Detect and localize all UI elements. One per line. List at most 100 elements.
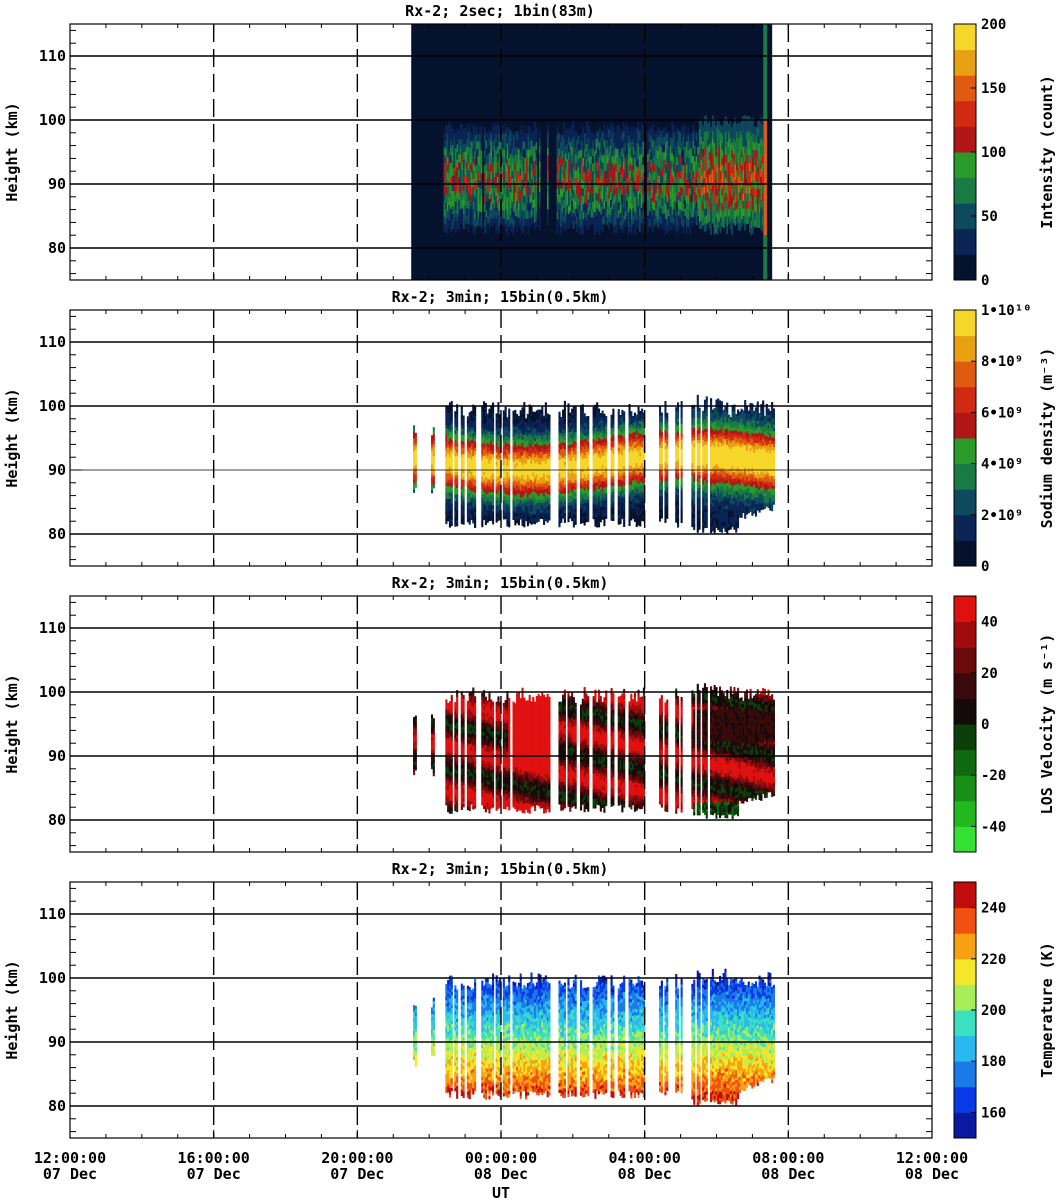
data-cell [584, 464, 586, 468]
data-cell [562, 506, 564, 510]
intensity-cell [754, 211, 756, 219]
intensity-cell [620, 159, 622, 167]
intensity-cell [655, 139, 657, 147]
intensity-cell [709, 213, 711, 221]
intensity-cell [513, 196, 515, 204]
data-cell [558, 453, 560, 457]
intensity-cell [607, 186, 609, 194]
intensity-cell [696, 179, 698, 187]
data-cell [518, 506, 520, 510]
intensity-cell [608, 145, 610, 153]
data-cell [487, 417, 489, 421]
data-cell [584, 426, 586, 430]
intensity-cell [710, 212, 712, 220]
intensity-cell [718, 129, 720, 137]
data-cell [523, 434, 525, 438]
intensity-cell [618, 202, 620, 210]
intensity-cell [673, 179, 675, 187]
data-cell [587, 451, 589, 455]
intensity-cell [649, 149, 651, 157]
data-cell [532, 460, 534, 464]
intensity-cell [521, 125, 523, 133]
data-cell [567, 423, 569, 427]
intensity-cell [578, 220, 580, 228]
data-cell [594, 482, 596, 486]
data-cell [521, 433, 523, 437]
intensity-cell [671, 122, 673, 130]
intensity-cell [612, 163, 614, 171]
intensity-cell [604, 124, 606, 132]
intensity-cell [715, 164, 717, 172]
intensity-cell [707, 162, 709, 170]
intensity-cell [447, 225, 449, 233]
data-cell [488, 447, 490, 451]
intensity-cell [563, 207, 565, 215]
data-cell [505, 516, 507, 520]
intensity-cell [612, 216, 614, 224]
data-cell [587, 461, 589, 465]
intensity-cell [704, 132, 706, 140]
data-cell [530, 489, 532, 493]
intensity-cell [670, 176, 672, 184]
data-cell [496, 423, 498, 427]
intensity-cell [726, 195, 728, 203]
data-cell [496, 436, 498, 440]
intensity-cell [516, 224, 518, 232]
data-cell [514, 490, 516, 494]
intensity-cell [683, 157, 685, 165]
data-cell [596, 505, 598, 509]
data-cell [575, 486, 577, 490]
intensity-cell [511, 163, 513, 171]
data-cell [521, 513, 523, 517]
data-cell [506, 491, 508, 495]
intensity-cell [591, 178, 593, 186]
intensity-cell [747, 170, 749, 178]
data-cell [485, 489, 487, 493]
intensity-cell [571, 216, 573, 224]
intensity-cell [562, 181, 564, 189]
data-cell [496, 500, 498, 504]
data-cell [523, 457, 525, 461]
data-cell [472, 510, 474, 514]
intensity-cell [477, 148, 479, 156]
intensity-cell [759, 135, 761, 143]
data-cell [527, 459, 529, 463]
intensity-cell [749, 201, 751, 209]
intensity-cell [734, 133, 736, 141]
data-cell [539, 451, 541, 455]
intensity-cell [642, 187, 644, 195]
data-cell [516, 520, 518, 524]
intensity-cell [757, 143, 759, 151]
data-cell [587, 419, 589, 423]
data-cell [594, 472, 596, 476]
data-cell [569, 486, 571, 490]
data-cell [470, 481, 472, 485]
intensity-cell [477, 171, 479, 179]
data-cell [558, 450, 560, 454]
data-cell [571, 441, 573, 445]
intensity-cell [521, 202, 523, 210]
intensity-cell [705, 223, 707, 231]
data-cell [472, 411, 474, 415]
data-cell [461, 457, 463, 461]
intensity-cell [576, 162, 578, 170]
data-cell [492, 450, 494, 454]
intensity-cell [618, 187, 620, 195]
data-cell [564, 490, 566, 494]
data-cell [532, 450, 534, 454]
data-cell [527, 478, 529, 482]
data-cell [532, 456, 534, 460]
data-cell [485, 483, 487, 487]
intensity-cell [599, 188, 601, 196]
data-cell [497, 511, 499, 515]
intensity-cell [476, 165, 478, 173]
data-cell [506, 504, 508, 508]
intensity-cell [479, 142, 481, 150]
intensity-cell [691, 170, 693, 178]
intensity-cell [532, 200, 534, 208]
intensity-cell [523, 164, 525, 172]
intensity-cell [754, 142, 756, 150]
data-cell [503, 446, 505, 450]
intensity-cell [675, 193, 677, 201]
intensity-cell [600, 129, 602, 137]
